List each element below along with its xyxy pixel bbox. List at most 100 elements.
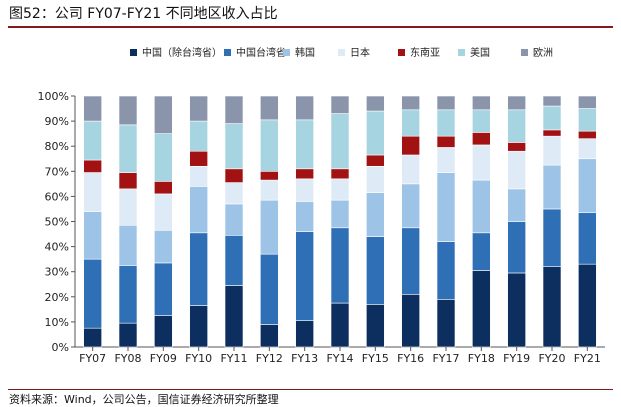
bar-FY19-2 <box>507 188 526 222</box>
x-tick-label-1: FY08 <box>114 352 141 365</box>
bar-FY14-3 <box>330 178 350 201</box>
bar-FY13-6 <box>295 95 314 121</box>
bar-FY12-0 <box>260 324 279 348</box>
bar-FY16-4 <box>401 135 420 156</box>
bar-FY17-0 <box>436 299 456 348</box>
legend-swatch-6 <box>521 49 528 56</box>
bar-FY10-5 <box>189 120 208 152</box>
bar-FY10-1 <box>189 232 208 306</box>
bar-FY16-0 <box>401 293 420 348</box>
legend-swatch-2 <box>283 49 290 56</box>
x-tick-label-5: FY12 <box>256 352 283 365</box>
bar-FY08-2 <box>118 224 138 266</box>
y-tick-label-3: 30% <box>45 266 69 279</box>
bar-FY07-2 <box>83 211 102 260</box>
y-tick-label-10: 100% <box>38 90 69 103</box>
bar-FY13-3 <box>295 178 314 202</box>
bar-FY18-1 <box>472 232 491 271</box>
bar-FY20-3 <box>542 135 562 166</box>
bar-FY09-0 <box>154 315 173 348</box>
legend-label-5: 美国 <box>470 46 490 59</box>
bar-FY07-1 <box>83 258 102 329</box>
bar-FY12-2 <box>260 199 279 255</box>
bar-FY16-3 <box>401 154 420 185</box>
bar-FY21-5 <box>578 108 597 132</box>
figure-title: 图52：公司 FY07-FY21 不同地区收入占比 <box>9 6 278 22</box>
bar-FY16-1 <box>401 227 420 295</box>
bar-FY17-3 <box>436 147 456 173</box>
bar-FY18-6 <box>472 95 491 111</box>
bar-FY08-0 <box>118 322 138 348</box>
source-note: 资料来源：Wind，公司公告，国信证券经济研究所整理 <box>9 393 279 406</box>
y-tick-label-2: 20% <box>45 291 69 304</box>
bar-FY17-5 <box>436 109 456 137</box>
bar-FY14-0 <box>330 302 350 348</box>
bar-FY21-0 <box>578 263 597 348</box>
bar-FY11-3 <box>224 182 244 205</box>
bar-FY11-6 <box>224 95 244 124</box>
bar-FY17-4 <box>436 135 456 148</box>
bar-FY17-6 <box>436 95 456 111</box>
y-tick-label-1: 10% <box>45 316 69 329</box>
bar-FY15-0 <box>366 304 385 348</box>
bar-FY13-4 <box>295 168 314 180</box>
source-rule <box>8 389 613 390</box>
x-tick-label-4: FY11 <box>220 352 247 365</box>
bar-FY12-6 <box>260 95 279 121</box>
bar-FY19-1 <box>507 221 526 274</box>
bar-FY12-4 <box>260 171 279 181</box>
x-tick-label-10: FY17 <box>432 352 459 365</box>
bar-FY07-4 <box>83 159 102 173</box>
bar-FY19-4 <box>507 142 526 152</box>
bar-FY21-4 <box>578 130 597 139</box>
legend-label-6: 欧洲 <box>533 47 553 59</box>
bar-FY07-0 <box>83 327 102 348</box>
bar-FY10-3 <box>189 165 208 187</box>
bar-FY14-1 <box>330 227 350 304</box>
bar-FY13-5 <box>295 119 314 170</box>
bar-FY08-3 <box>118 188 138 226</box>
bar-FY09-3 <box>154 193 173 231</box>
bar-FY15-6 <box>366 95 385 112</box>
bar-FY21-2 <box>578 158 597 214</box>
bar-FY18-5 <box>472 109 491 133</box>
x-tick-label-12: FY19 <box>503 352 530 365</box>
x-tick-label-13: FY20 <box>538 352 565 365</box>
bar-FY19-5 <box>507 109 526 143</box>
bar-FY19-3 <box>507 150 526 190</box>
bar-FY14-2 <box>330 199 350 229</box>
bar-FY09-6 <box>154 95 173 134</box>
bar-FY18-4 <box>472 132 491 146</box>
bar-FY21-3 <box>578 138 597 160</box>
bar-FY18-0 <box>472 270 491 348</box>
bar-FY08-5 <box>118 124 138 173</box>
bar-FY14-5 <box>330 113 350 170</box>
bar-FY15-5 <box>366 110 385 156</box>
bar-FY16-5 <box>401 109 420 137</box>
legend-swatch-3 <box>338 49 345 56</box>
bar-FY11-5 <box>224 123 244 170</box>
y-tick-label-6: 60% <box>45 190 69 203</box>
legend-label-2: 韩国 <box>295 46 315 59</box>
bar-FY12-1 <box>260 253 279 325</box>
bar-FY11-1 <box>224 235 244 286</box>
bar-FY12-3 <box>260 179 279 201</box>
bar-FY18-3 <box>472 144 491 181</box>
legend-label-0: 中国（除台湾省） <box>142 46 222 59</box>
y-tick-label-9: 90% <box>45 115 69 128</box>
legend-swatch-1 <box>224 49 231 56</box>
bar-FY10-0 <box>189 305 208 348</box>
bar-FY16-6 <box>401 95 420 111</box>
bar-FY20-6 <box>542 95 562 107</box>
bar-FY15-3 <box>366 165 385 193</box>
legend-swatch-5 <box>458 49 465 56</box>
bar-FY17-1 <box>436 241 456 300</box>
bar-FY07-6 <box>83 95 102 122</box>
y-tick-label-4: 40% <box>45 241 69 254</box>
bar-FY15-2 <box>366 192 385 237</box>
bar-FY11-4 <box>224 168 244 183</box>
bar-FY20-2 <box>542 164 562 210</box>
y-tick-label-5: 50% <box>45 216 69 229</box>
bar-FY09-1 <box>154 262 173 316</box>
bar-FY16-2 <box>401 183 420 229</box>
